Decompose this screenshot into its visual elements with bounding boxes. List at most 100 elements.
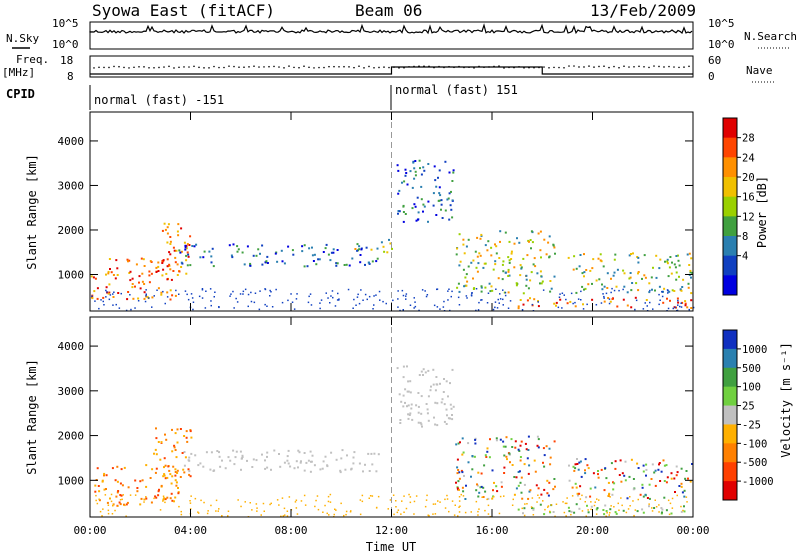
- echo-cell: [609, 512, 611, 514]
- echo-cell: [166, 226, 169, 229]
- echo-cell: [604, 504, 607, 507]
- echo-cell: [406, 390, 409, 393]
- echo-cell: [368, 295, 371, 298]
- echo-cell: [557, 306, 560, 309]
- echo-cell: [680, 306, 683, 308]
- echo-cell: [376, 247, 379, 250]
- echo-cell: [292, 253, 295, 256]
- echo-cell: [103, 304, 105, 306]
- echo-cell: [689, 480, 692, 483]
- echo-cell: [536, 444, 539, 447]
- echo-cell: [107, 509, 110, 512]
- echo-cell: [677, 254, 679, 257]
- echo-cell: [562, 501, 564, 503]
- echo-cell: [391, 247, 393, 250]
- echo-cell: [687, 286, 690, 289]
- colorbar-swatch: [723, 255, 737, 276]
- echo-cell: [676, 297, 679, 300]
- echo-cell: [503, 454, 506, 457]
- echo-cell: [193, 245, 196, 248]
- echo-cell: [669, 502, 672, 505]
- echo-cell: [335, 262, 338, 265]
- echo-cell: [547, 506, 549, 508]
- echo-cell: [450, 190, 452, 193]
- echo-cell: [101, 479, 104, 482]
- echo-cell: [283, 262, 286, 265]
- echo-cell: [579, 498, 582, 500]
- echo-cell: [417, 392, 420, 394]
- echo-cell: [117, 490, 120, 492]
- echo-cell: [108, 291, 111, 294]
- echo-cell: [153, 497, 155, 500]
- echo-cell: [244, 501, 246, 503]
- colorbar-swatch: [723, 177, 737, 198]
- echo-cell: [130, 308, 132, 311]
- echo-cell: [565, 298, 567, 301]
- echo-cell: [112, 504, 115, 506]
- echo-cell: [474, 437, 477, 440]
- echo-cell: [507, 270, 510, 273]
- echo-cell: [683, 495, 686, 498]
- echo-cell: [619, 459, 622, 462]
- echo-cell: [526, 457, 529, 460]
- echo-cell: [282, 515, 285, 517]
- freq-point: [568, 65, 570, 67]
- echo-cell: [685, 470, 688, 472]
- echo-cell: [615, 285, 618, 288]
- echo-cell: [635, 299, 638, 302]
- colorbar-tick-label: 28: [742, 133, 755, 145]
- echo-cell: [553, 478, 556, 480]
- echo-cell: [329, 501, 332, 503]
- echo-cell: [681, 286, 684, 288]
- echo-cell: [427, 163, 430, 165]
- freq-point: [353, 66, 355, 69]
- echo-cell: [653, 471, 656, 474]
- echo-cell: [550, 287, 553, 290]
- echo-cell: [477, 262, 480, 265]
- echo-cell: [577, 494, 579, 497]
- echo-cell: [227, 515, 229, 517]
- echo-cell: [683, 505, 685, 508]
- freq-point: [298, 66, 300, 69]
- echo-cell: [643, 274, 646, 277]
- echo-cell: [546, 492, 549, 495]
- echo-cell: [669, 299, 671, 302]
- echo-cell: [172, 270, 175, 272]
- echo-cell: [448, 510, 450, 513]
- echo-cell: [500, 481, 503, 484]
- echo-cell: [456, 286, 459, 289]
- echo-cell: [155, 427, 157, 430]
- freq-point: [223, 66, 225, 69]
- echo-cell: [174, 468, 177, 471]
- echo-cell: [489, 290, 492, 293]
- echo-cell: [499, 230, 502, 233]
- echo-cell: [658, 463, 660, 466]
- echo-cell: [184, 290, 187, 292]
- echo-cell: [180, 227, 183, 230]
- echo-cell: [419, 167, 421, 170]
- echo-cell: [672, 307, 674, 310]
- echo-cell: [322, 251, 325, 253]
- freq-point: [383, 66, 385, 68]
- echo-cell: [659, 299, 661, 301]
- echo-cell: [584, 469, 586, 472]
- freq-point: [658, 65, 660, 68]
- echo-cell: [421, 425, 423, 428]
- echo-cell: [549, 511, 552, 514]
- echo-cell: [621, 504, 623, 507]
- echo-cell: [658, 462, 661, 464]
- echo-cell: [519, 444, 522, 447]
- echo-cell: [418, 374, 421, 376]
- echo-cell: [96, 287, 99, 290]
- colorbar-swatch: [723, 386, 737, 407]
- echo-cell: [241, 454, 244, 457]
- echo-cell: [628, 254, 631, 257]
- echo-cell: [352, 462, 355, 465]
- echo-cell: [660, 470, 663, 473]
- echo-cell: [454, 504, 456, 506]
- echo-cell: [527, 287, 530, 290]
- echo-cell: [115, 495, 118, 498]
- echo-cell: [587, 509, 589, 511]
- echo-cell: [548, 481, 551, 484]
- echo-cell: [286, 455, 289, 458]
